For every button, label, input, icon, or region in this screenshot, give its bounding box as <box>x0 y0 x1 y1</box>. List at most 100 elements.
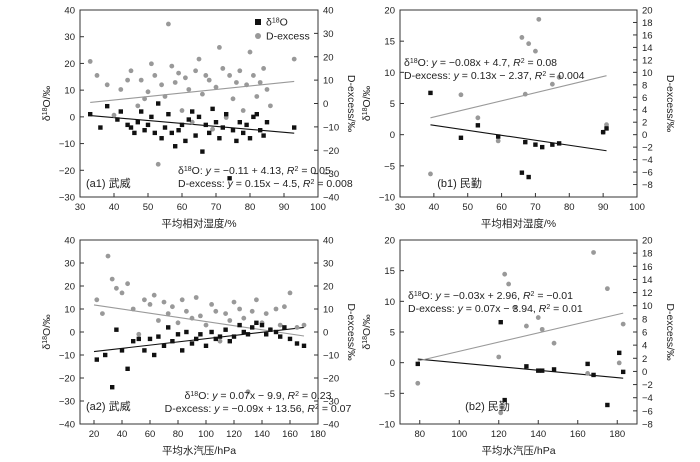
y-right-tick-label: 16 <box>642 30 653 41</box>
x-tick-label: 180 <box>609 429 625 440</box>
point-dexcess <box>170 304 175 310</box>
point-d18o <box>428 90 433 96</box>
point-d18o <box>259 322 265 328</box>
point-dexcess <box>220 66 226 71</box>
point-dexcess <box>291 56 297 62</box>
point-d18o <box>227 176 232 181</box>
point-dexcess <box>502 271 508 277</box>
point-dexcess <box>161 299 167 305</box>
point-dexcess <box>94 297 100 303</box>
point-d18o <box>526 174 531 180</box>
point-d18o <box>533 142 538 147</box>
y-right-tick-label: 4 <box>642 105 647 116</box>
point-dexcess <box>169 63 175 69</box>
point-d18o <box>94 357 99 362</box>
y-left-axis-title: δ18O/‰ <box>41 314 53 350</box>
y-right-tick-label: 0 <box>642 130 647 141</box>
point-d18o <box>125 122 130 128</box>
point-dexcess <box>193 295 199 300</box>
point-d18o <box>519 170 525 175</box>
y-left-tick-label: 20 <box>384 236 395 247</box>
point-d18o <box>220 125 225 130</box>
y-left-tick-label: 0 <box>70 112 75 123</box>
y-right-tick-label: 40 <box>323 236 334 247</box>
point-d18o <box>264 120 270 125</box>
point-dexcess <box>301 322 307 328</box>
point-dexcess <box>254 94 260 99</box>
point-dexcess <box>184 308 189 314</box>
x-tick-label: 30 <box>75 202 86 213</box>
point-dexcess <box>128 68 134 74</box>
y-left-tick-label: −10 <box>59 139 75 150</box>
y-right-tick-label: −2 <box>642 380 653 391</box>
point-dexcess <box>263 311 269 316</box>
point-d18o <box>556 141 562 146</box>
panel-a2: 20 40 60 80 100 120 140 160 180−40−30−20−1001020… <box>41 236 357 458</box>
trendline-dexcess <box>90 80 295 103</box>
point-dexcess <box>130 306 136 312</box>
point-dexcess <box>118 87 124 92</box>
point-d18o <box>524 364 529 369</box>
y-right-tick-label: 18 <box>642 18 653 29</box>
point-dexcess <box>268 103 273 109</box>
y-left-tick-label: 20 <box>64 59 75 70</box>
point-d18o <box>282 325 287 330</box>
y-right-tick-label: 10 <box>642 68 653 79</box>
point-d18o <box>176 128 181 133</box>
point-d18o <box>540 144 545 150</box>
equation-dexcess: D-excess: y = 0.15x − 4.5, R2 = 0.008 <box>178 178 353 190</box>
point-d18o <box>125 366 130 371</box>
point-dexcess <box>526 41 532 47</box>
y-right-tick-label: 14 <box>642 43 653 54</box>
y-right-tick-label: 10 <box>323 305 334 316</box>
x-tick-label: 20 <box>89 429 100 440</box>
y-left-tick-label: −5 <box>384 389 395 400</box>
y-left-tick-label: 0 <box>390 358 395 369</box>
x-tick-label: 60 <box>496 202 507 213</box>
point-d18o <box>210 106 215 112</box>
legend: δ18O D-excess <box>255 17 310 43</box>
point-d18o <box>159 136 164 141</box>
y-right-tick-label: 20 <box>642 236 653 247</box>
point-d18o <box>184 329 189 335</box>
point-d18o <box>213 120 219 125</box>
y-right-tick-label: 14 <box>642 275 653 286</box>
point-dexcess <box>237 306 243 312</box>
y-left-tick-label: 0 <box>70 328 75 339</box>
point-d18o <box>135 120 140 125</box>
y-right-tick-label: −4 <box>642 155 653 166</box>
y-right-tick-label: 30 <box>323 29 334 40</box>
point-d18o <box>147 336 153 342</box>
y-right-tick-label: −30 <box>323 169 339 180</box>
y-right-tick-label: 10 <box>323 76 334 87</box>
point-d18o <box>194 336 199 342</box>
y-left-tick-label: 40 <box>64 236 75 247</box>
y-left-tick-label: 40 <box>64 6 75 17</box>
x-tick-label: 100 <box>198 429 214 440</box>
point-dexcess <box>231 299 237 305</box>
x-tick-label: 50 <box>143 202 154 213</box>
point-d18o <box>502 397 507 403</box>
point-d18o <box>203 122 208 128</box>
point-dexcess <box>506 281 512 287</box>
point-d18o <box>183 138 188 144</box>
point-dexcess <box>620 321 626 327</box>
y-right-tick-label: 8 <box>642 314 647 325</box>
point-dexcess <box>100 311 105 316</box>
point-d18o <box>132 130 137 136</box>
point-d18o <box>169 130 174 136</box>
point-dexcess <box>165 311 171 316</box>
point-d18o <box>193 133 198 138</box>
y-right-tick-label: 40 <box>323 6 334 17</box>
equation-dexcess: D-excess: y = 0.13x − 2.37, R2 = 0.004 <box>404 70 585 82</box>
point-d18o <box>152 352 157 358</box>
x-tick-label: 120 <box>491 429 507 440</box>
point-d18o <box>250 325 255 330</box>
y-left-axis-title: δ18O/‰ <box>41 85 53 121</box>
y-left-tick-label: −5 <box>384 161 395 172</box>
y-right-tick-label: 10 <box>642 301 653 312</box>
point-d18o <box>254 320 259 325</box>
x-tick-label: 60 <box>145 429 156 440</box>
point-dexcess <box>616 360 622 366</box>
y-left-tick-label: 30 <box>64 259 75 270</box>
